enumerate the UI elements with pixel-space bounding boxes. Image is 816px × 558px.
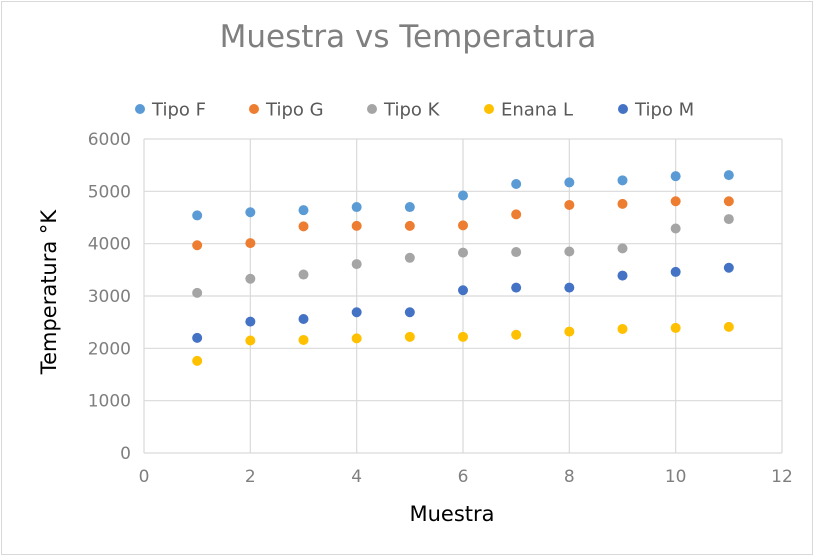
- x-tick-label: 6: [458, 467, 469, 487]
- data-point: [511, 329, 522, 340]
- data-point: [351, 307, 362, 318]
- series: [192, 214, 734, 298]
- data-point: [511, 247, 522, 258]
- data-point: [617, 270, 628, 281]
- data-point: [404, 307, 415, 318]
- legend-item: Tipo K: [367, 100, 441, 121]
- data-point: [351, 259, 362, 270]
- y-axis-ticks: 0 1000 2000 3000 4000 5000 6000: [88, 130, 131, 464]
- legend-label: Tipo F: [151, 100, 206, 121]
- legend: Tipo F Tipo G Tipo K Enana L Tipo M: [135, 100, 694, 121]
- data-point: [511, 282, 522, 293]
- legend-label: Tipo K: [383, 100, 441, 121]
- y-tick-label: 4000: [88, 235, 131, 255]
- chart-title: Muestra vs Temperatura: [220, 19, 597, 55]
- data-point: [723, 170, 734, 181]
- data-point: [192, 332, 203, 343]
- data-point: [617, 323, 628, 334]
- data-point: [511, 179, 522, 190]
- x-tick-label: 10: [665, 467, 687, 487]
- legend-marker: [249, 104, 259, 114]
- data-point: [670, 223, 681, 234]
- legend-marker: [618, 104, 628, 114]
- legend-label: Tipo G: [265, 100, 324, 121]
- data-point: [564, 282, 575, 293]
- data-point: [670, 322, 681, 333]
- data-point: [670, 196, 681, 207]
- series: [192, 196, 734, 251]
- legend-item: Tipo G: [249, 100, 324, 121]
- y-tick-label: 3000: [88, 287, 131, 307]
- data-point: [245, 316, 256, 327]
- y-tick-label: 5000: [88, 182, 131, 202]
- legend-marker: [484, 104, 494, 114]
- data-point: [192, 240, 203, 251]
- data-point: [458, 247, 468, 258]
- legend-item: Tipo F: [135, 100, 206, 121]
- x-axis-title: Muestra: [409, 502, 494, 526]
- data-point: [192, 210, 203, 221]
- data-points: [192, 170, 734, 366]
- data-point: [564, 177, 575, 188]
- legend-marker: [135, 104, 145, 114]
- legend-item: Enana L: [484, 100, 573, 121]
- data-point: [245, 335, 256, 346]
- x-axis-ticks: 0 2 4 6 8 10 12: [139, 467, 793, 487]
- data-point: [458, 285, 468, 296]
- data-point: [298, 334, 309, 345]
- data-point: [564, 326, 575, 337]
- data-point: [404, 331, 415, 342]
- data-point: [723, 262, 734, 273]
- data-point: [723, 214, 734, 225]
- legend-item: Tipo M: [618, 100, 694, 121]
- data-point: [404, 202, 415, 213]
- data-point: [298, 314, 309, 325]
- data-point: [458, 220, 468, 231]
- x-tick-label: 2: [245, 467, 256, 487]
- legend-label: Enana L: [501, 100, 573, 121]
- data-point: [511, 209, 522, 220]
- x-tick-label: 8: [564, 467, 575, 487]
- data-point: [670, 266, 681, 277]
- series: [192, 321, 734, 366]
- data-point: [192, 287, 203, 298]
- data-point: [458, 190, 468, 201]
- y-tick-label: 6000: [88, 130, 131, 150]
- series: [192, 262, 734, 343]
- y-tick-label: 2000: [88, 339, 131, 359]
- data-point: [723, 321, 734, 332]
- data-point: [298, 269, 309, 280]
- legend-label: Tipo M: [634, 100, 694, 121]
- gridlines: [143, 138, 783, 454]
- data-point: [404, 252, 415, 263]
- data-point: [245, 238, 256, 249]
- data-point: [404, 220, 415, 231]
- x-tick-label: 0: [139, 467, 150, 487]
- data-point: [564, 199, 575, 210]
- legend-marker: [367, 104, 377, 114]
- data-point: [617, 198, 628, 209]
- data-point: [617, 243, 628, 254]
- y-tick-label: 1000: [88, 392, 131, 412]
- data-point: [351, 202, 362, 213]
- data-point: [564, 246, 575, 257]
- data-point: [617, 175, 628, 186]
- data-point: [298, 221, 309, 232]
- x-tick-label: 4: [351, 467, 362, 487]
- data-point: [245, 273, 256, 284]
- x-tick-label: 12: [771, 467, 793, 487]
- y-tick-label: 0: [120, 444, 131, 464]
- series: [192, 170, 734, 221]
- y-axis-title: Temperatura °K: [37, 209, 61, 376]
- data-point: [245, 207, 256, 218]
- data-point: [723, 196, 734, 207]
- data-point: [192, 355, 203, 366]
- data-point: [458, 331, 468, 342]
- data-point: [298, 205, 309, 216]
- data-point: [670, 171, 681, 182]
- data-point: [351, 333, 362, 344]
- data-point: [351, 220, 362, 231]
